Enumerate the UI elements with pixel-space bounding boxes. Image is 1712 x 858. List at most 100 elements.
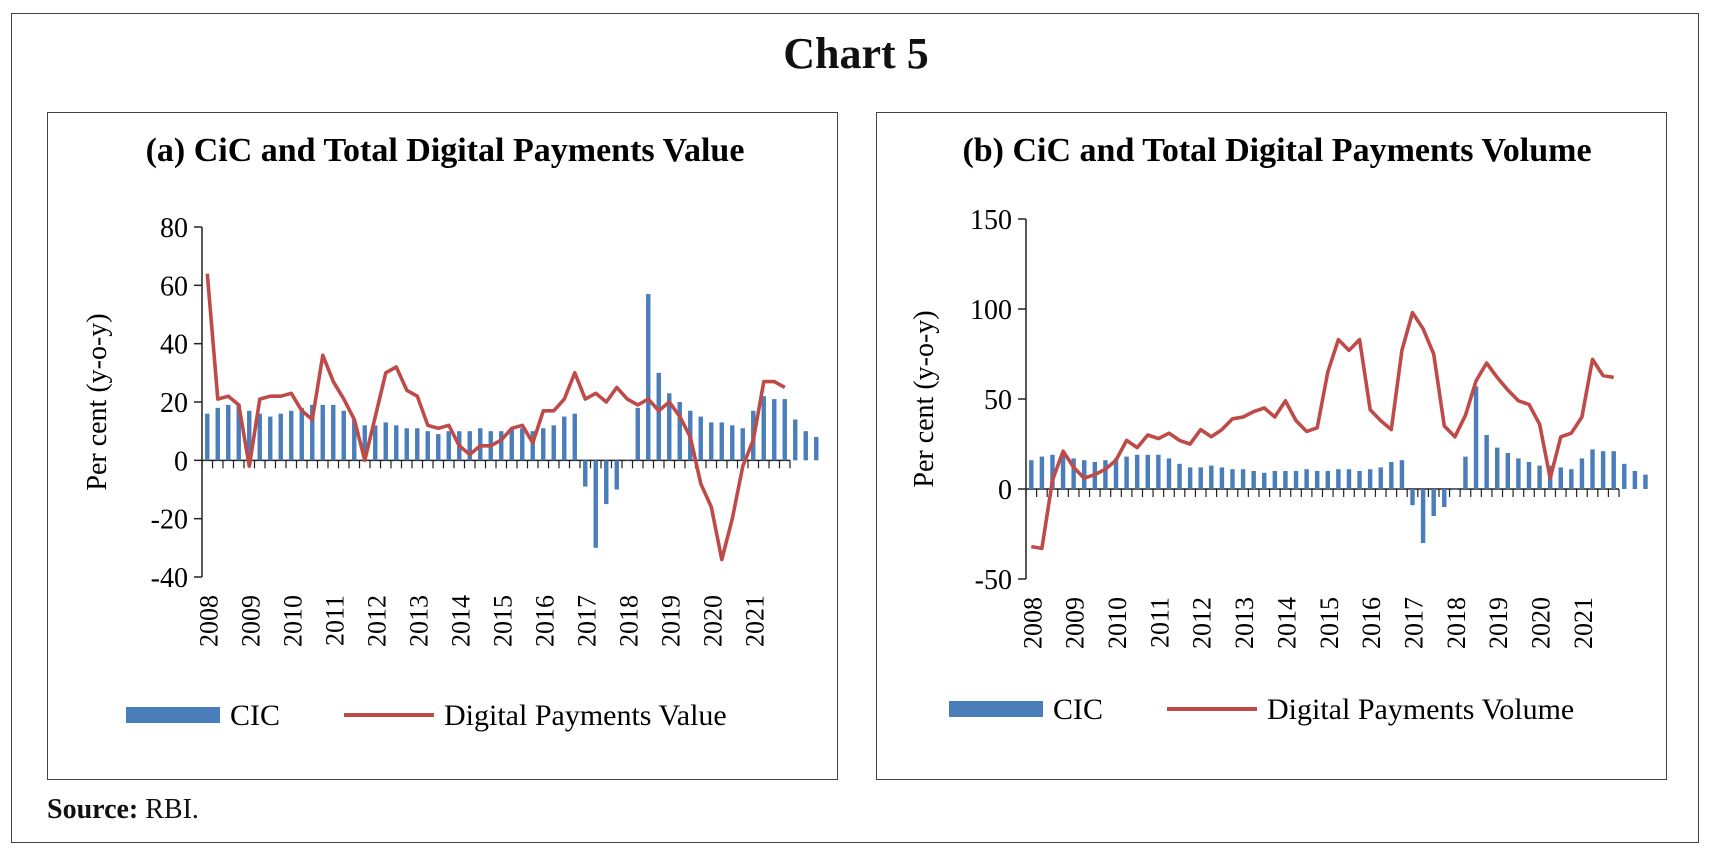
x-tick-label: 2009 [1061,597,1090,649]
cic-bar [404,428,409,461]
y-tick-label: -20 [151,505,188,536]
y-axis-title: Per cent (y-o-y) [909,310,940,487]
cic-bar [1219,467,1225,489]
cic-bar [572,413,577,461]
y-tick-label: 50 [984,385,1012,416]
cic-bar [1611,451,1616,489]
legend-line-label: Digital Payments Value [444,699,727,732]
cic-bar [1389,462,1394,489]
cic-bar [814,437,819,461]
cic-bar [1134,454,1140,489]
cic-bar [257,413,262,461]
cic-bar [1367,469,1373,489]
cic-bar [551,425,556,461]
cic-bar [226,404,231,461]
y-tick-label: -50 [975,565,1012,596]
cic-bar [667,393,672,461]
cic-bar [1166,458,1172,489]
x-tick-label: 2013 [1230,597,1259,649]
cic-bar [1494,447,1500,489]
cic-bar [1325,471,1331,489]
cic-bar [247,410,252,461]
cic-bar [1187,467,1193,489]
x-tick-label: 2015 [488,595,517,647]
cic-bar [1029,460,1034,489]
cic-bar [289,410,294,461]
x-tick-label: 2011 [1145,597,1174,648]
x-tick-label: 2018 [614,595,643,647]
cic-bar [1484,435,1489,489]
cic-bar [1283,471,1288,489]
cic-bar [1209,465,1214,489]
source-label: Source: [47,794,139,825]
x-tick-label: 2016 [530,595,559,647]
cic-bar [1082,460,1087,489]
digital-payments-line [205,273,786,562]
cic-bar [698,416,703,461]
y-tick-label: 80 [160,213,188,244]
cic-bar [509,428,514,461]
cic-bar [1124,456,1129,489]
y-tick-label: 20 [160,388,188,419]
chart-title: (b) CiC and Total Digital Payments Volum… [962,132,1591,169]
cic-bar [373,425,378,461]
cic-bar [1420,489,1426,543]
cic-bar [1039,456,1045,489]
y-axis-title: Per cent (y-o-y) [82,313,113,490]
cic-bar [1240,469,1246,489]
cic-bar [1357,471,1362,489]
cic-bar [331,404,336,461]
cic-bar [1156,454,1161,489]
x-tick-label: 2014 [446,595,475,647]
cic-bar [635,407,640,461]
cic-bar [709,422,714,461]
cic-bar [530,431,535,461]
cic-bar [320,404,325,461]
x-tick-label: 2008 [1018,597,1047,649]
cic-bar [761,396,766,461]
x-tick-label: 2015 [1315,597,1344,649]
cic-bar [205,413,210,461]
x-tick-label: 2021 [740,595,769,647]
cic-bar [719,422,724,461]
x-tick-label: 2013 [404,595,433,647]
x-tick-label: 2009 [236,595,265,647]
cic-bar [1410,489,1415,506]
cic-bar [1558,467,1563,489]
y-tick-label: 0 [998,475,1012,506]
cic-bar [446,431,451,461]
cic-bar [604,460,609,505]
cic-bar [236,404,241,461]
x-tick-label: 2019 [656,595,685,647]
y-tick-label: 40 [160,330,188,361]
cic-bar [467,431,472,461]
cic-bar [352,419,357,461]
x-tick-label: 2020 [698,595,727,647]
cic-bar [1346,469,1352,489]
chart-main-title: Chart 5 [783,29,929,78]
cic-bar [278,413,283,461]
cic-bar [1473,386,1479,489]
x-tick-label: 2011 [320,595,349,646]
cic-bar [520,428,525,461]
cic-bar [562,416,567,461]
cic-bar [740,428,745,461]
cic-bar [436,434,441,461]
chart-frame [11,13,1699,843]
cic-bar [1399,460,1405,489]
panel-a: (a) CiC and Total Digital Payments Value… [47,112,838,780]
cic-bar [677,402,682,461]
cic-bar [1378,467,1383,489]
cic-bar [782,399,787,461]
cic-bar [1505,453,1511,489]
cic-bar [1463,456,1468,489]
x-tick-label: 2020 [1527,597,1556,649]
x-tick-label: 2012 [1188,597,1217,649]
cic-bar [341,410,346,461]
cic-bar [215,407,220,461]
cic-bar [1600,451,1606,489]
cic-bar [1198,467,1203,489]
cic-bar [803,431,808,461]
cic-bar [1643,474,1648,489]
cic-bar [1050,454,1055,489]
